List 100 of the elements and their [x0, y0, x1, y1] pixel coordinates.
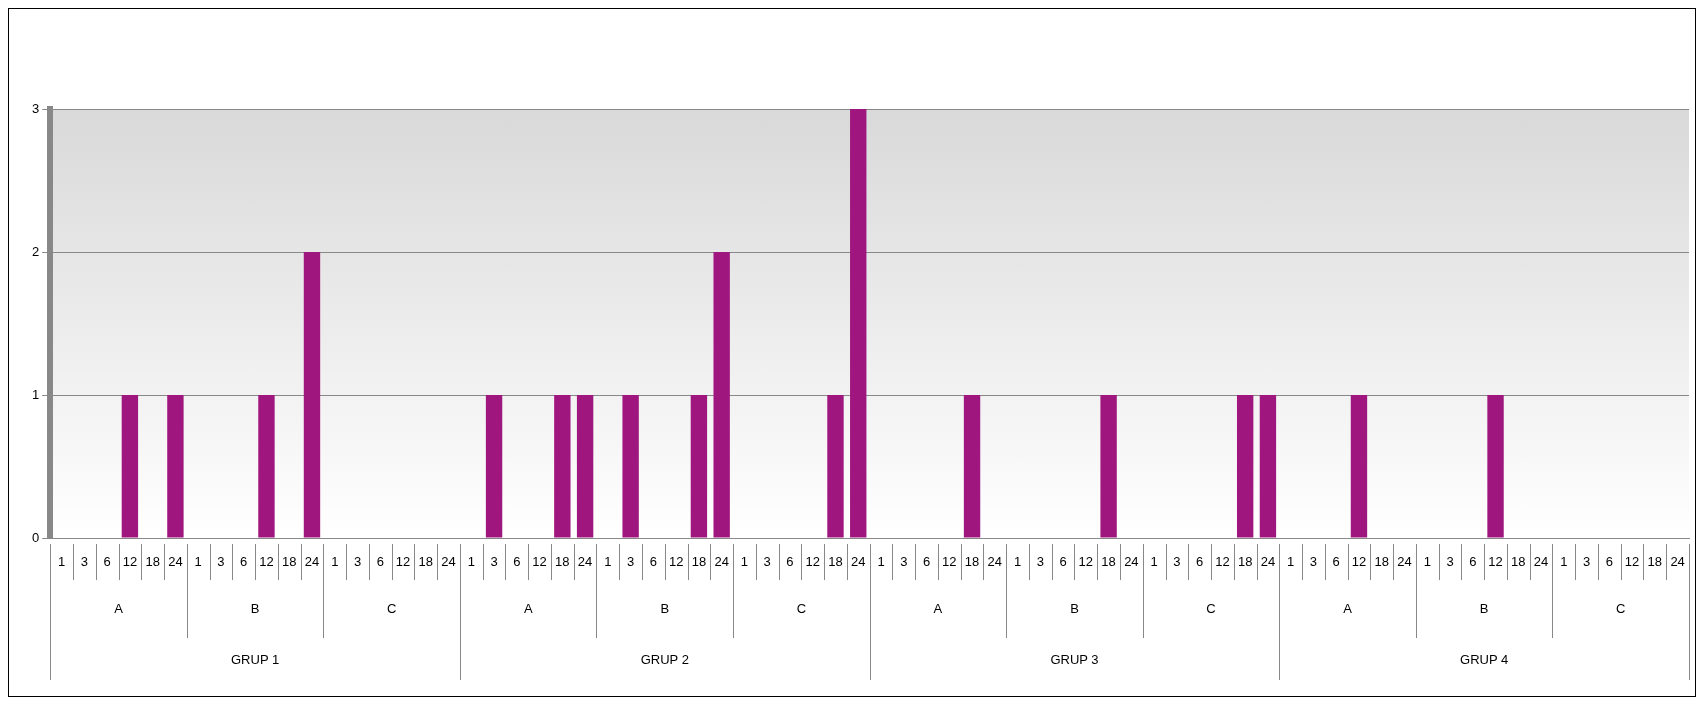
- x-tick-label: 6: [103, 553, 111, 569]
- x-tick-label: 12: [805, 553, 820, 569]
- bar: [167, 395, 184, 538]
- y-tick-label: 2: [32, 243, 40, 259]
- y-tick-label: 0: [32, 529, 40, 545]
- x-tick-label: 18: [1511, 553, 1526, 569]
- y-tick-label: 3: [32, 100, 40, 116]
- x-tick-label: 24: [304, 553, 320, 569]
- x-tick-label: 18: [1237, 553, 1253, 569]
- x-tick-label: 24: [577, 553, 593, 569]
- bar: [1236, 395, 1254, 538]
- x-tick-label: 6: [513, 553, 521, 569]
- x-tick-label: 6: [1605, 553, 1613, 569]
- text: B: [1070, 600, 1079, 616]
- x-tick-label: 24: [1397, 553, 1412, 569]
- x-tick-label: 24: [1533, 553, 1549, 569]
- bar: [1350, 395, 1368, 538]
- bar: [850, 109, 867, 538]
- bar: [713, 252, 730, 538]
- text: B: [1479, 600, 1489, 616]
- text: B: [660, 600, 670, 616]
- x-tick-label: 18: [555, 553, 570, 569]
- x-tick-label: 1: [1287, 553, 1295, 569]
- x-tick-label: 12: [1351, 553, 1367, 569]
- x-tick-label: 12: [668, 553, 684, 569]
- x-tick-label: 12: [532, 553, 547, 569]
- x-tick-label: 12: [1078, 553, 1094, 569]
- text: C: [1616, 600, 1626, 616]
- bar: [1487, 395, 1504, 538]
- x-tick-label: 1: [467, 553, 475, 569]
- bar: [121, 395, 139, 538]
- x-tick-label: 18: [964, 553, 980, 569]
- x-tick-label: 6: [1196, 553, 1204, 569]
- bar: [827, 395, 844, 538]
- x-tick-label: 1: [1150, 553, 1158, 569]
- x-tick-label: 6: [649, 553, 658, 569]
- text: GRUP 3: [1050, 651, 1099, 667]
- x-tick-label: 18: [691, 553, 707, 569]
- x-tick-label: 6: [922, 553, 931, 569]
- x-tick-label: 3: [490, 553, 498, 569]
- x-tick-label: 3: [627, 553, 635, 569]
- x-tick-label: 3: [1446, 553, 1454, 569]
- text: C: [1206, 600, 1216, 616]
- bar: [690, 395, 708, 538]
- x-tick-label: 3: [1582, 553, 1591, 569]
- text: C: [796, 600, 807, 616]
- x-tick-label: 12: [122, 553, 138, 569]
- text: GRUP 4: [1460, 651, 1509, 667]
- bar: [554, 395, 571, 538]
- x-tick-label: 18: [1647, 553, 1663, 569]
- x-tick-label: 6: [240, 553, 248, 569]
- x-tick-label: 18: [828, 553, 843, 569]
- x-tick-label: 24: [441, 553, 456, 569]
- x-tick-label: 18: [1374, 553, 1389, 569]
- x-tick-label: 24: [714, 553, 729, 569]
- x-tick-label: 3: [1309, 553, 1318, 569]
- x-tick-label: 6: [1332, 553, 1340, 569]
- bar: [485, 395, 503, 538]
- text: A: [1343, 600, 1353, 616]
- x-tick-label: 18: [418, 553, 434, 569]
- x-tick-label: 24: [987, 553, 1003, 569]
- x-tick-label: 12: [942, 553, 957, 569]
- x-tick-label: 1: [877, 553, 885, 569]
- x-tick-label: 12: [259, 553, 274, 569]
- x-tick-label: 1: [604, 553, 612, 569]
- text: A: [114, 600, 124, 616]
- x-tick-label: 12: [395, 553, 411, 569]
- bar: [303, 252, 321, 538]
- x-tick-label: 1: [1560, 553, 1568, 569]
- x-tick-label: 12: [1488, 553, 1503, 569]
- x-tick-label: 3: [353, 553, 362, 569]
- x-tick-label: 18: [1101, 553, 1116, 569]
- x-tick-label: 3: [1173, 553, 1181, 569]
- x-tick-label: 12: [1624, 553, 1640, 569]
- x-tick-label: 6: [786, 553, 794, 569]
- x-tick-label: 1: [331, 553, 339, 569]
- x-tick-label: 6: [1469, 553, 1477, 569]
- x-tick-label: 12: [1215, 553, 1230, 569]
- x-tick-label: 1: [1013, 553, 1022, 569]
- x-tick-label: 3: [900, 553, 908, 569]
- x-tick-label: 18: [145, 553, 160, 569]
- text: C: [386, 600, 397, 616]
- bar: [622, 395, 639, 538]
- x-tick-label: 24: [1670, 553, 1685, 569]
- x-tick-label: 1: [57, 553, 66, 569]
- text: GRUP 2: [640, 651, 689, 667]
- text: A: [523, 600, 533, 616]
- x-tick-label: 1: [1423, 553, 1431, 569]
- text: GRUP 1: [230, 651, 280, 667]
- bar: [963, 395, 981, 538]
- x-tick-label: 1: [194, 553, 202, 569]
- x-tick-label: 24: [1124, 553, 1139, 569]
- text: B: [250, 600, 260, 616]
- x-tick-label: 3: [1036, 553, 1044, 569]
- x-tick-label: 18: [281, 553, 297, 569]
- x-tick-label: 24: [851, 553, 866, 569]
- y-tick-label: 1: [32, 386, 40, 402]
- x-tick-label: 6: [376, 553, 384, 569]
- x-tick-label: 6: [1059, 553, 1067, 569]
- text: A: [933, 600, 943, 616]
